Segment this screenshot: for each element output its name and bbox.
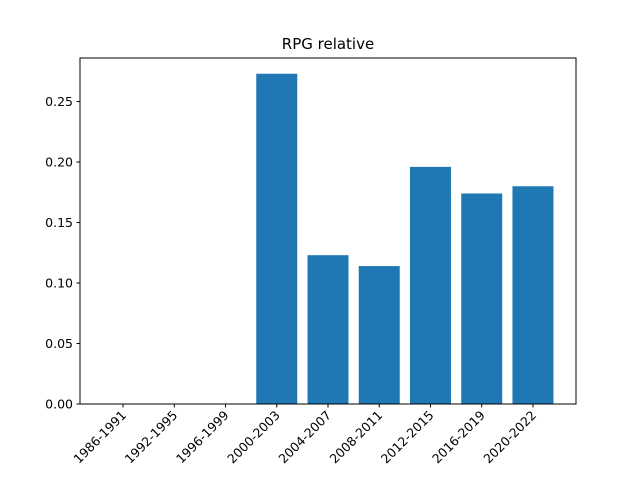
bar-2012-2015 bbox=[409, 166, 451, 404]
x-tick-label: 2020-2022 bbox=[480, 408, 539, 467]
x-axis: 1986-19911992-19951996-19992000-20032004… bbox=[70, 404, 539, 466]
bar-2016-2019 bbox=[461, 193, 503, 404]
x-tick-label: 2012-2015 bbox=[378, 408, 437, 467]
bar-2004-2007 bbox=[307, 255, 349, 404]
y-tick-label: 0.05 bbox=[45, 336, 73, 351]
bar-2008-2011 bbox=[358, 266, 400, 404]
x-tick-label: 1992-1995 bbox=[122, 408, 181, 467]
y-tick-label: 0.00 bbox=[45, 397, 73, 412]
x-tick-label: 1996-1999 bbox=[173, 407, 232, 466]
bars-group bbox=[256, 73, 554, 405]
y-tick-label: 0.20 bbox=[45, 155, 73, 170]
x-tick-label: 1986-1991 bbox=[70, 408, 129, 467]
y-tick-label: 0.10 bbox=[45, 276, 73, 291]
x-tick-label: 2004-2007 bbox=[275, 408, 334, 467]
chart-title: RPG relative bbox=[282, 35, 374, 53]
plot-frame bbox=[79, 57, 577, 405]
x-tick-label: 2000-2003 bbox=[224, 408, 283, 467]
y-tick-label: 0.25 bbox=[45, 94, 73, 109]
y-tick-label: 0.15 bbox=[45, 215, 73, 230]
y-axis: 0.00 0.05 0.10 0.15 0.20 0.25 bbox=[45, 94, 80, 412]
bar-2020-2022 bbox=[512, 186, 554, 404]
bar-2000-2003 bbox=[256, 73, 298, 405]
x-tick-label: 2008-2011 bbox=[327, 408, 386, 467]
x-tick-label: 2016-2019 bbox=[429, 407, 488, 466]
